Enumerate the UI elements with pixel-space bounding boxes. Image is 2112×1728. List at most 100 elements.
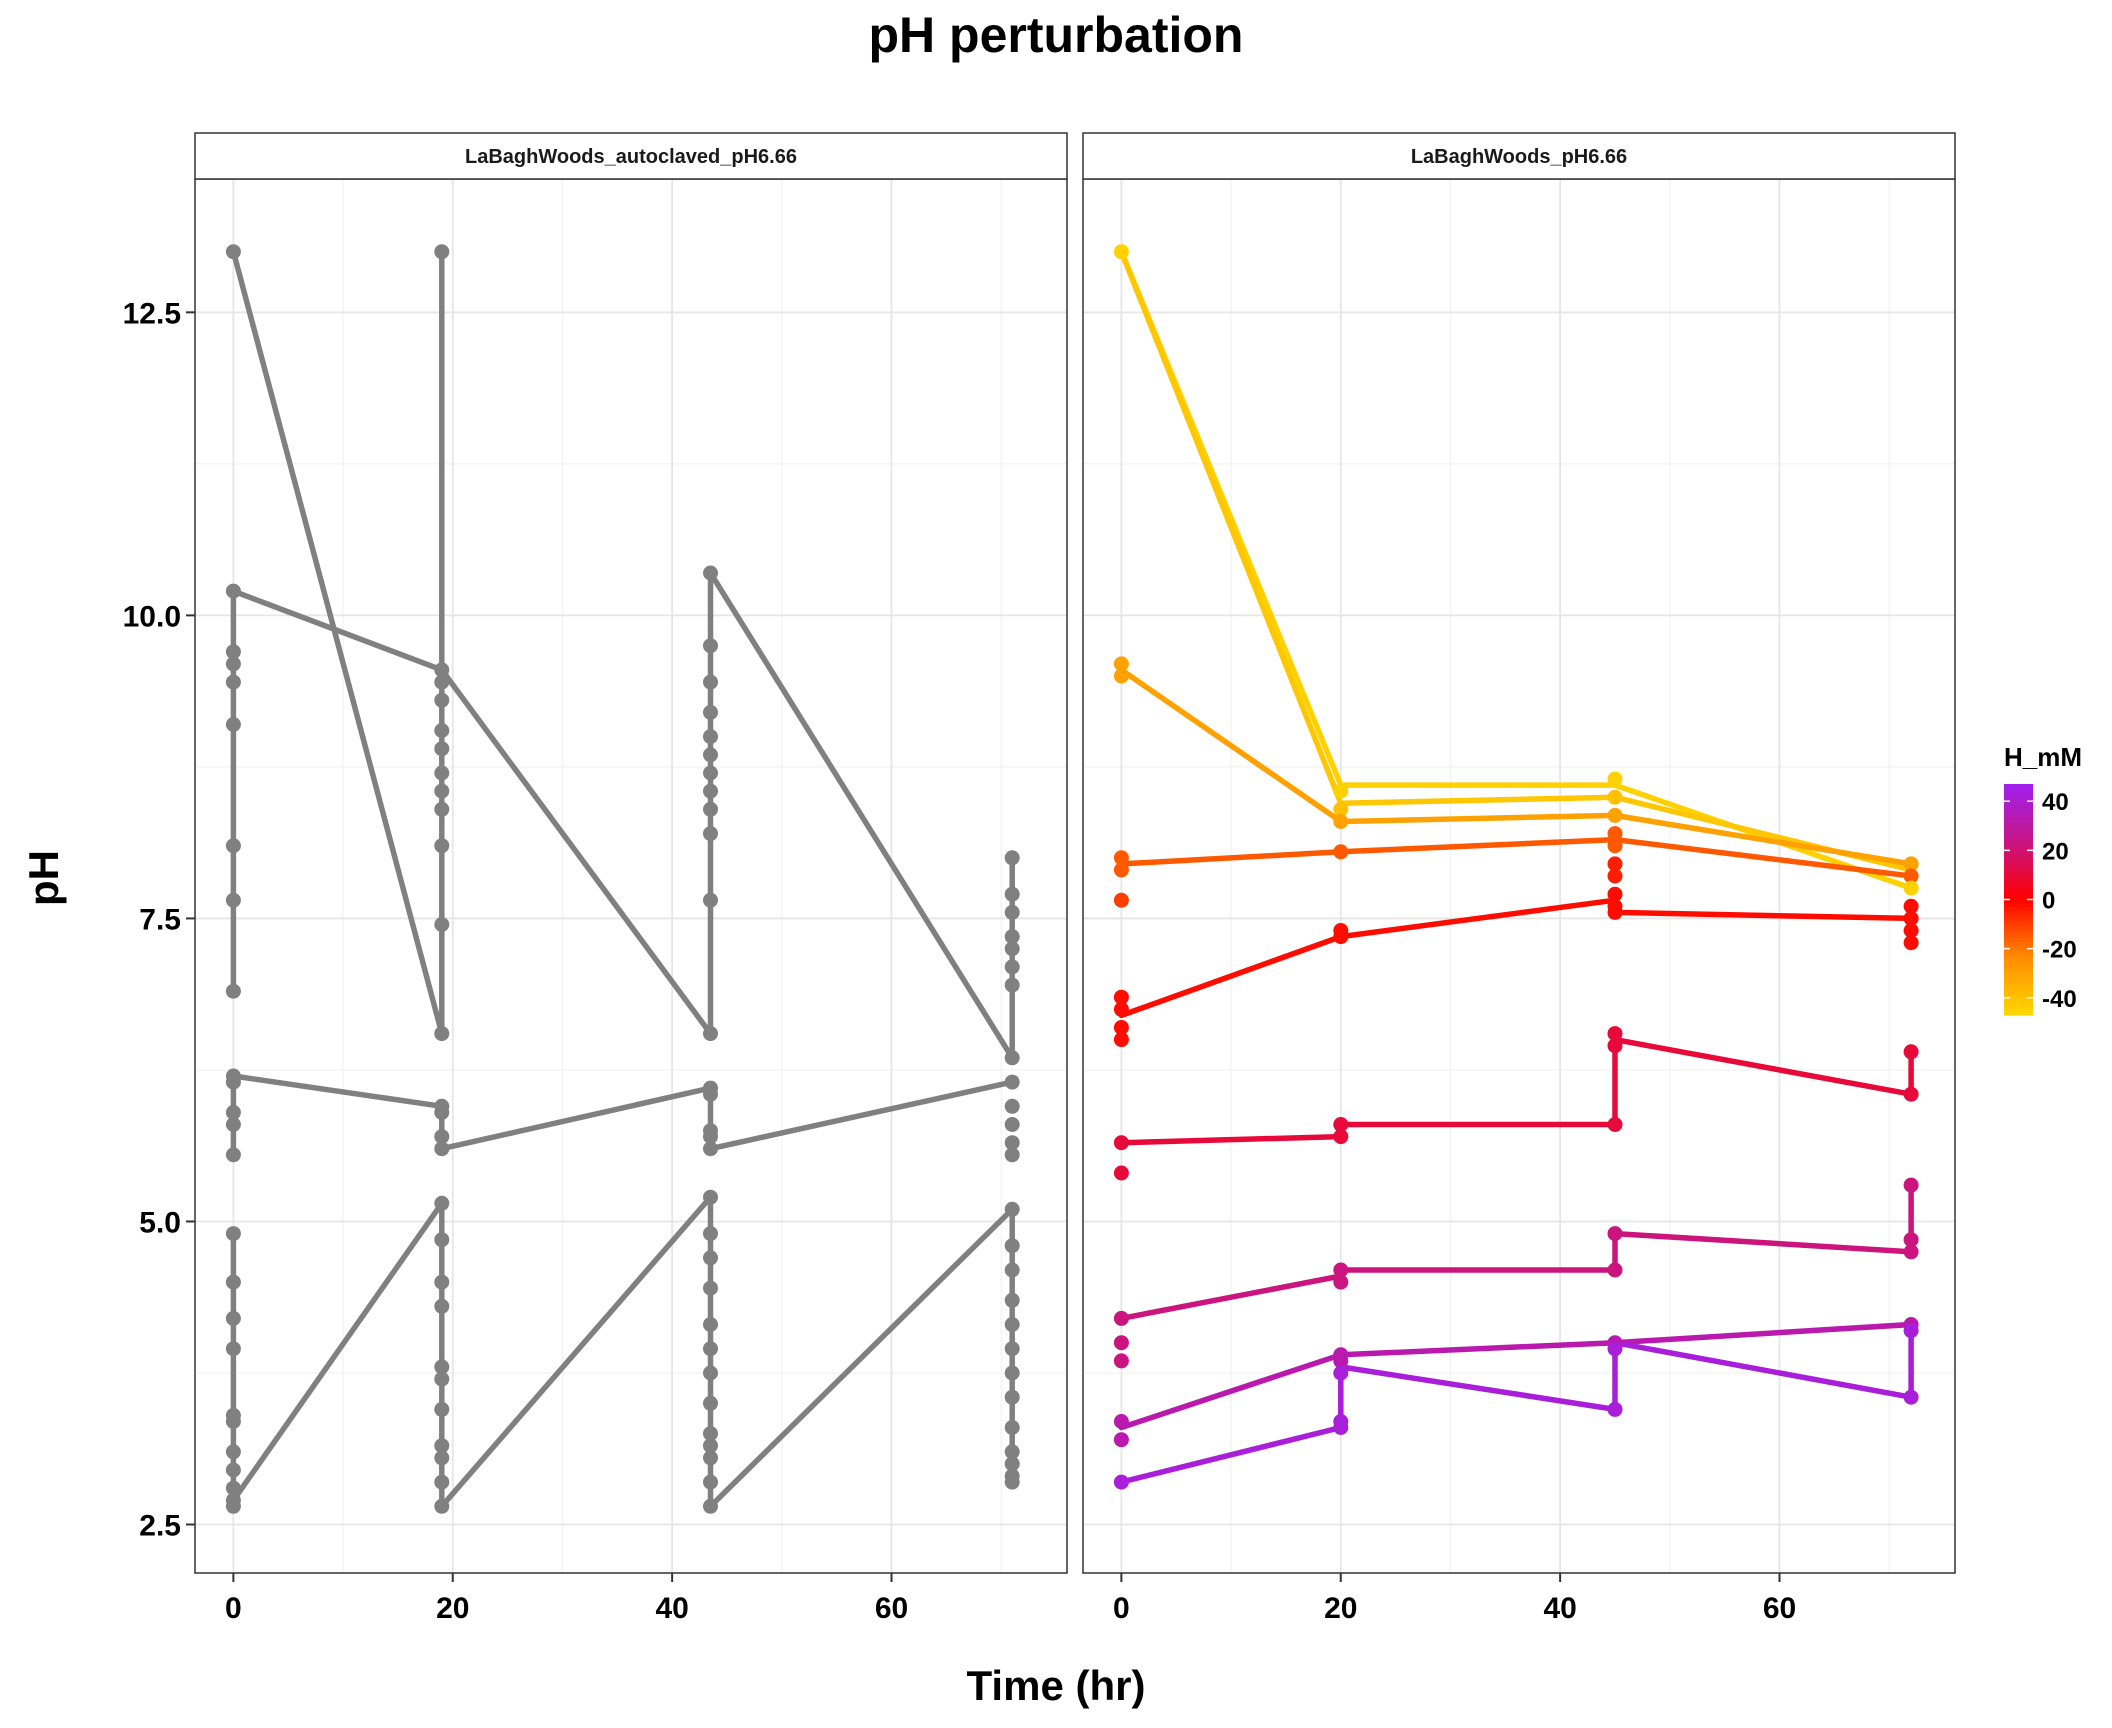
data-point xyxy=(703,1426,718,1442)
data-point xyxy=(1903,880,1919,896)
data-point xyxy=(1004,1317,1020,1332)
legend-color-step xyxy=(2004,903,2033,908)
legend-tick-label: 40 xyxy=(2042,789,2069,816)
series-line xyxy=(230,1194,1015,1510)
data-point xyxy=(1607,1341,1623,1357)
data-point xyxy=(434,783,450,799)
legend-color-step xyxy=(2004,934,2033,939)
data-point xyxy=(1607,904,1623,920)
data-point xyxy=(1004,1456,1020,1472)
data-point xyxy=(1004,1474,1020,1490)
data-point xyxy=(1004,929,1020,945)
legend-color-step xyxy=(2004,803,2033,808)
legend-color-step xyxy=(2004,926,2033,931)
x-tick-label: 60 xyxy=(1763,1592,1796,1625)
data-point xyxy=(225,674,241,690)
data-point xyxy=(1607,1038,1623,1054)
facet-strip xyxy=(194,132,1068,180)
x-tick-label: 40 xyxy=(655,1592,688,1625)
data-point xyxy=(703,1226,718,1242)
legend-color-step xyxy=(2004,787,2033,793)
legend-color-step xyxy=(2004,887,2033,893)
plot-background xyxy=(195,179,1067,1573)
x-tick-label: 60 xyxy=(875,1592,908,1625)
data-point xyxy=(703,1141,718,1157)
legend: H_mM 40 20 0 -20 -40 xyxy=(2004,742,2082,1016)
data-point xyxy=(703,1450,718,1466)
data-point xyxy=(1333,1353,1349,1369)
legend-color-step xyxy=(2004,980,2033,985)
data-point xyxy=(225,838,241,854)
data-point xyxy=(434,1359,450,1375)
data-point xyxy=(225,1310,241,1326)
chart-title: pH perturbation xyxy=(869,7,1244,63)
data-point xyxy=(1004,886,1020,902)
data-point xyxy=(1113,862,1129,878)
legend-color-step xyxy=(2004,988,2033,993)
data-point xyxy=(1607,868,1623,884)
legend-title: H_mM xyxy=(2004,742,2082,772)
data-point xyxy=(434,741,450,757)
data-point xyxy=(225,244,241,260)
data-point xyxy=(1903,898,1919,914)
data-point xyxy=(1113,1414,1129,1429)
data-point xyxy=(434,1141,450,1157)
data-point xyxy=(434,1129,450,1145)
legend-tick-label: -20 xyxy=(2042,937,2077,964)
data-point xyxy=(225,1117,241,1132)
legend-color-step xyxy=(2004,861,2033,866)
data-point xyxy=(434,1498,450,1514)
data-point xyxy=(1903,1086,1919,1102)
data-point xyxy=(1004,1074,1020,1090)
y-tick-label: 2.5 xyxy=(139,1510,181,1543)
legend-color-step xyxy=(2004,784,2033,789)
legend-color-step xyxy=(2004,810,2033,816)
data-point xyxy=(703,1395,718,1411)
data-point xyxy=(1004,1238,1020,1254)
data-point xyxy=(225,1462,241,1478)
legend-color-step xyxy=(2004,884,2033,889)
data-point xyxy=(434,1401,450,1417)
legend-color-step xyxy=(2004,945,2033,951)
data-point xyxy=(1607,771,1623,787)
data-point xyxy=(1903,1323,1919,1339)
data-point xyxy=(1004,1147,1020,1163)
facet-strip-label: LaBaghWoods_autoclaved_pH6.66 xyxy=(465,146,797,168)
data-point xyxy=(434,662,450,678)
legend-color-step xyxy=(2004,1003,2033,1008)
legend-tick-label: -40 xyxy=(2042,986,2077,1013)
data-point xyxy=(703,801,718,817)
data-point xyxy=(434,1104,450,1120)
data-point xyxy=(434,917,450,932)
x-tick-label: 40 xyxy=(1543,1592,1576,1625)
data-point xyxy=(1113,656,1129,672)
data-point xyxy=(1004,977,1020,993)
data-point xyxy=(1903,935,1919,951)
data-point xyxy=(1113,668,1129,684)
legend-color-step xyxy=(2004,938,2033,943)
legend-color-step xyxy=(2004,791,2033,797)
legend-color-step xyxy=(2004,891,2033,897)
data-point xyxy=(703,892,718,908)
data-point xyxy=(1333,1117,1349,1132)
data-point xyxy=(1607,1026,1623,1042)
data-point xyxy=(1113,1335,1129,1351)
data-point xyxy=(225,583,241,599)
x-tick-label: 0 xyxy=(1113,1592,1130,1625)
data-point xyxy=(434,692,450,708)
data-point xyxy=(225,1074,241,1090)
data-point xyxy=(703,1026,718,1042)
data-point xyxy=(1607,856,1623,872)
facet-strip-label: LaBaghWoods_pH6.66 xyxy=(1411,146,1627,168)
legend-color-step xyxy=(2004,841,2033,847)
data-point xyxy=(1004,1050,1020,1066)
legend-color-step xyxy=(2004,991,2033,997)
data-point xyxy=(434,1195,450,1211)
legend-color-step xyxy=(2004,868,2033,874)
data-point xyxy=(703,1498,718,1514)
legend-color-step xyxy=(2004,864,2033,870)
legend-color-step xyxy=(2004,857,2033,862)
data-point xyxy=(1004,1420,1020,1435)
data-point xyxy=(1903,923,1919,938)
